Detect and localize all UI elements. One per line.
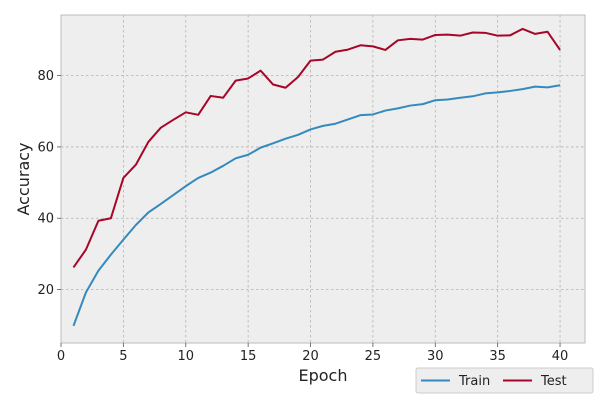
x-tick-label: 0 [57, 349, 65, 364]
y-tick-label: 40 [37, 212, 54, 227]
x-axis-label: Epoch [299, 366, 348, 385]
y-tick-label: 20 [37, 283, 54, 298]
plot-frame [60, 14, 586, 344]
plot-area [61, 15, 585, 343]
series-line-test [72, 27, 561, 268]
x-tick-label: 25 [365, 349, 382, 364]
y-axis-label: Accuracy [14, 142, 33, 215]
x-tick-label: 40 [552, 349, 569, 364]
x-tick-label: 5 [119, 349, 127, 364]
x-tick-label: 15 [240, 349, 257, 364]
x-tick-label: 20 [302, 349, 319, 364]
y-tick-label: 60 [37, 140, 54, 155]
x-tick-label: 35 [489, 349, 506, 364]
legend-label-train: Train [458, 374, 490, 389]
series-line-train [72, 84, 561, 327]
x-tick-label: 30 [427, 349, 444, 364]
y-tick-label: 80 [37, 69, 54, 84]
legend: Train Test [415, 367, 594, 394]
series-lines [72, 27, 561, 327]
x-tick-label: 10 [177, 349, 194, 364]
axis-ticks: 0 5 10 15 20 25 30 35 40 20 40 60 80 [37, 69, 568, 364]
legend-label-test: Test [540, 374, 567, 389]
grid-lines [60, 15, 585, 343]
